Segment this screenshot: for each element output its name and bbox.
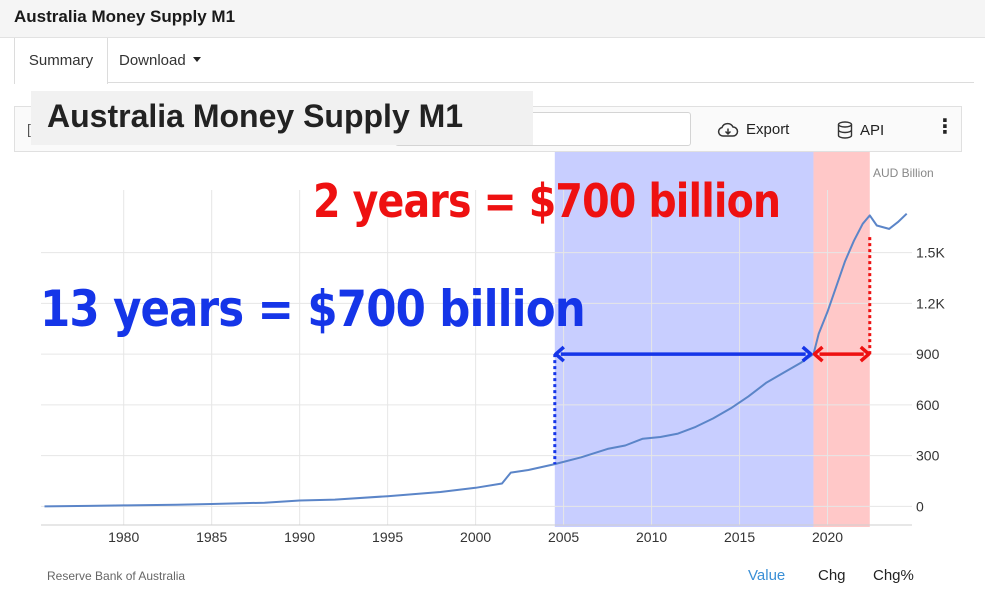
tab-chg-percent[interactable]: Chg% bbox=[873, 567, 914, 584]
y-tick-label: 600 bbox=[916, 397, 940, 413]
cloud-download-icon bbox=[717, 122, 739, 137]
x-tick-label: 1980 bbox=[108, 529, 139, 545]
y-tick-label: 1.5K bbox=[916, 245, 945, 261]
caret-down-icon bbox=[192, 57, 201, 62]
tab-chg[interactable]: Chg bbox=[818, 567, 846, 584]
overlay-title-box: Australia Money Supply M1 bbox=[31, 91, 533, 145]
red-arrow-head-left bbox=[812, 345, 824, 363]
x-tick-label: 2010 bbox=[636, 529, 667, 545]
y-tick-label: 300 bbox=[916, 448, 940, 464]
api-button[interactable]: API bbox=[837, 121, 884, 139]
highlight-band-blue bbox=[554, 152, 814, 527]
x-tick-label: 2020 bbox=[812, 529, 843, 545]
toolbar-left-mark: [ bbox=[27, 121, 31, 137]
y-tick-label: 900 bbox=[916, 346, 940, 362]
unit-label: AUD Billion bbox=[873, 166, 934, 180]
series-line-m1 bbox=[44, 212, 908, 508]
overlay-title: Australia Money Supply M1 bbox=[47, 98, 464, 134]
export-label: Export bbox=[746, 121, 790, 138]
more-vertical-icon[interactable]: ⋮ bbox=[935, 116, 955, 138]
highlight-band-red bbox=[813, 152, 870, 527]
blue-arrow-head-right bbox=[801, 345, 813, 363]
x-tick-label: 2015 bbox=[724, 529, 755, 545]
money-supply-chart: 1980 1985 1990 1995 2000 2005 2010 2015 2020 0 300… bbox=[41, 152, 945, 545]
x-tick-label: 1990 bbox=[284, 529, 315, 545]
y-tick-label: 1.2K bbox=[916, 295, 945, 311]
api-label: API bbox=[860, 121, 885, 139]
source-label: Reserve Bank of Australia bbox=[47, 569, 186, 583]
x-tick-label: 2000 bbox=[460, 529, 491, 545]
blue-arrow-head-left bbox=[554, 345, 565, 363]
page-title: Australia Money Supply M1 bbox=[14, 7, 236, 26]
red-arrow-head-right bbox=[859, 345, 871, 363]
tab-download-label: Download bbox=[119, 52, 186, 69]
x-tick-label: 2005 bbox=[548, 529, 579, 545]
database-icon bbox=[837, 121, 853, 139]
tab-summary[interactable]: Summary bbox=[14, 38, 108, 84]
export-button[interactable]: Export bbox=[717, 121, 789, 138]
tab-download[interactable]: Download bbox=[119, 38, 201, 83]
annotation-red: 2 years = $700 billion bbox=[313, 174, 781, 228]
page-header: Australia Money Supply M1 bbox=[0, 0, 985, 38]
y-tick-label: 0 bbox=[916, 498, 924, 514]
tab-bar: Summary Download bbox=[14, 38, 974, 84]
annotation-blue: 13 years = $700 billion bbox=[40, 280, 586, 338]
x-tick-label: 1995 bbox=[372, 529, 403, 545]
tab-value[interactable]: Value bbox=[748, 567, 786, 584]
x-tick-label: 1985 bbox=[196, 529, 227, 545]
